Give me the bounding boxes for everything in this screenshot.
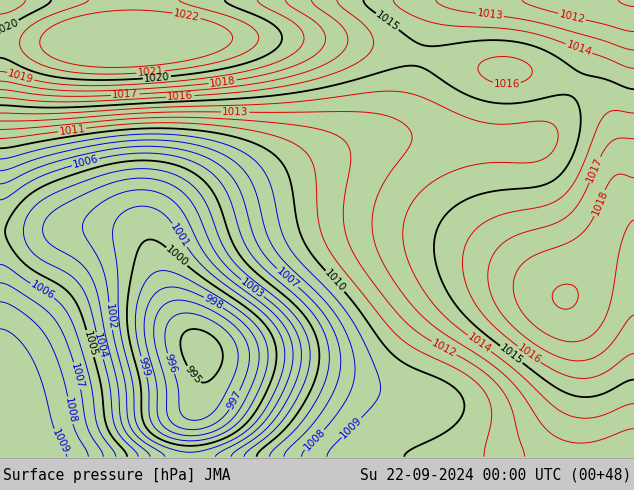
Text: 997: 997 — [226, 389, 244, 411]
Text: 1013: 1013 — [222, 107, 249, 117]
Text: 995: 995 — [183, 364, 203, 386]
Text: 1006: 1006 — [72, 154, 100, 170]
Text: 1003: 1003 — [239, 276, 266, 300]
Text: Surface pressure [hPa] JMA: Surface pressure [hPa] JMA — [3, 467, 231, 483]
Text: 1002: 1002 — [104, 302, 117, 330]
Text: 1015: 1015 — [374, 10, 401, 33]
Text: 1016: 1016 — [493, 79, 520, 90]
Text: 1009: 1009 — [50, 427, 70, 455]
Text: 1010: 1010 — [323, 268, 347, 294]
Text: 1009: 1009 — [339, 415, 365, 441]
Text: 1018: 1018 — [590, 189, 609, 217]
Text: 1019: 1019 — [7, 68, 35, 85]
Text: 1015: 1015 — [498, 343, 525, 367]
Text: 1007: 1007 — [69, 362, 86, 390]
Text: 1017: 1017 — [585, 155, 605, 184]
Text: 1004: 1004 — [91, 332, 108, 360]
Text: 1012: 1012 — [558, 9, 586, 24]
Text: 1016: 1016 — [515, 343, 543, 366]
Text: 1014: 1014 — [465, 332, 493, 355]
Text: 1007: 1007 — [275, 266, 301, 291]
Text: 1006: 1006 — [29, 279, 56, 302]
Text: 1011: 1011 — [58, 123, 86, 137]
Text: 999: 999 — [136, 356, 152, 377]
Text: 1013: 1013 — [476, 8, 503, 22]
Text: 1020: 1020 — [143, 72, 171, 83]
Text: 1005: 1005 — [82, 330, 98, 358]
Text: 1017: 1017 — [112, 89, 139, 100]
Text: 1020: 1020 — [0, 17, 20, 37]
Text: 1000: 1000 — [164, 244, 190, 269]
Text: 1021: 1021 — [137, 66, 164, 78]
Text: 1008: 1008 — [302, 427, 327, 453]
Text: 1008: 1008 — [63, 396, 77, 424]
Text: 1022: 1022 — [172, 8, 200, 23]
Text: Su 22-09-2024 00:00 UTC (00+48): Su 22-09-2024 00:00 UTC (00+48) — [359, 467, 631, 483]
Text: 1001: 1001 — [169, 221, 191, 249]
Text: 998: 998 — [202, 293, 224, 312]
Text: 1016: 1016 — [167, 91, 194, 102]
Text: 1012: 1012 — [430, 338, 458, 359]
Text: 1014: 1014 — [565, 40, 593, 58]
Text: 1018: 1018 — [209, 75, 236, 89]
Text: 996: 996 — [163, 352, 179, 374]
